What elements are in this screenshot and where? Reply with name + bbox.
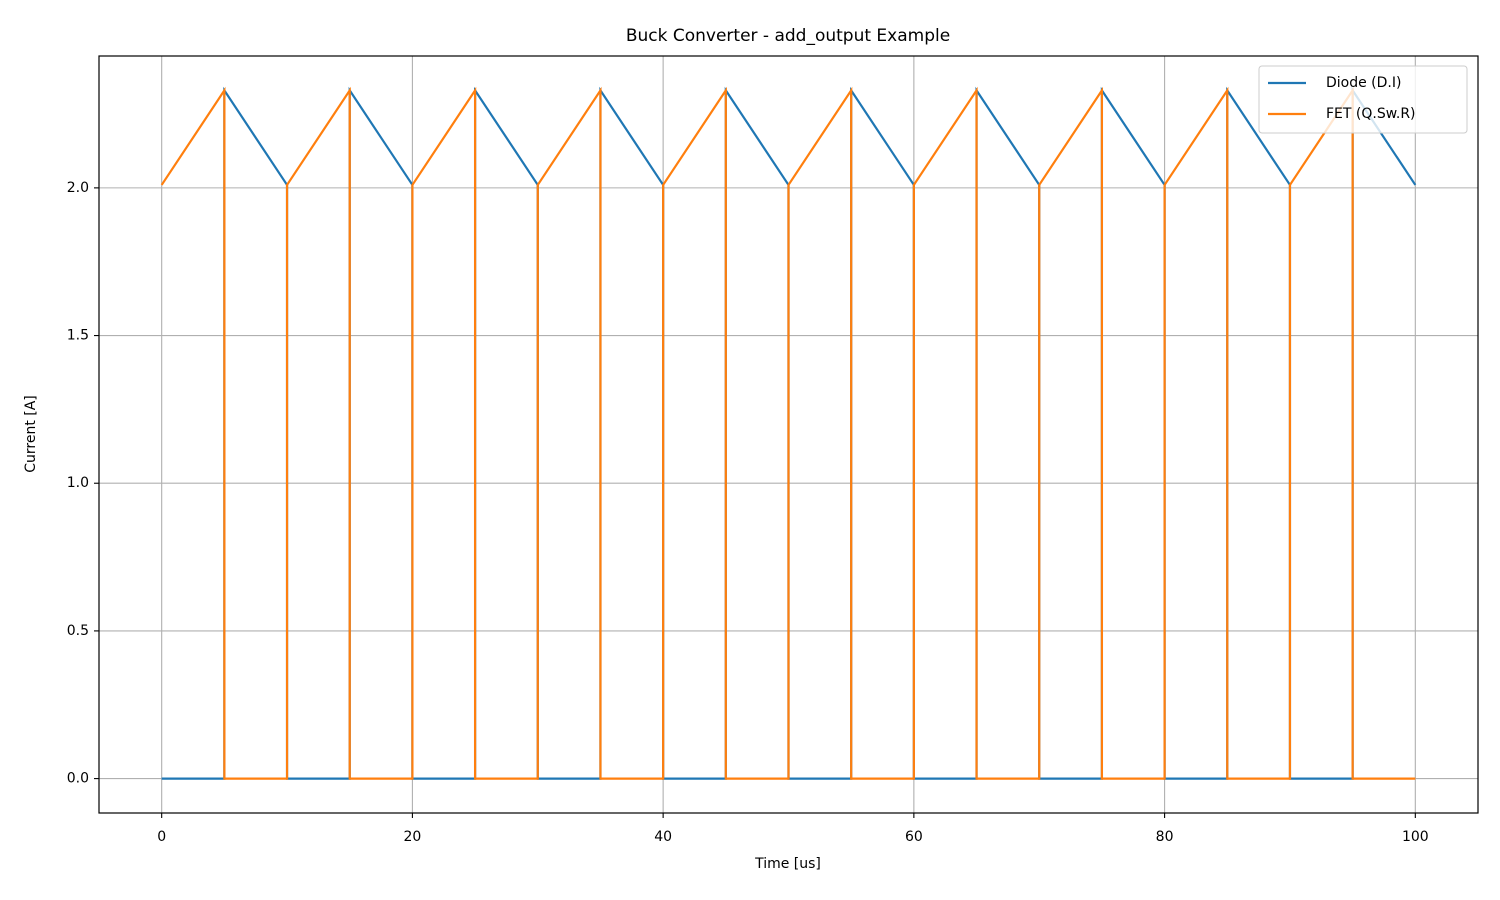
legend: Diode (D.I) FET (Q.Sw.R) [1258,65,1468,134]
x-tick-label: 0 [157,829,166,845]
y-tick-label: 0.0 [67,771,89,787]
x-axis-label: Time [us] [754,856,821,872]
plot-lines [160,86,1417,780]
ticks: 0 20 40 60 80 100 0.0 0.5 1.0 1.5 2.0 [67,180,1429,845]
y-tick-label: 0.5 [67,623,89,639]
series-line [160,86,1416,780]
legend-label: Diode (D.I) [1326,75,1401,91]
axes-frame [98,55,1479,814]
x-tick-label: 60 [905,829,923,845]
y-axis-label: Current [A] [23,395,39,473]
x-tick-label: 100 [1402,829,1429,845]
x-tick-label: 20 [403,829,421,845]
x-tick-label: 80 [1156,829,1174,845]
y-tick-label: 2.0 [67,180,89,196]
chart-title: Buck Converter - add_output Example [626,26,950,46]
y-tick-label: 1.5 [67,328,89,344]
y-tick-label: 1.0 [67,475,89,491]
legend-label: FET (Q.Sw.R) [1326,106,1416,122]
x-tick-label: 40 [654,829,672,845]
legend-box [1258,65,1468,134]
